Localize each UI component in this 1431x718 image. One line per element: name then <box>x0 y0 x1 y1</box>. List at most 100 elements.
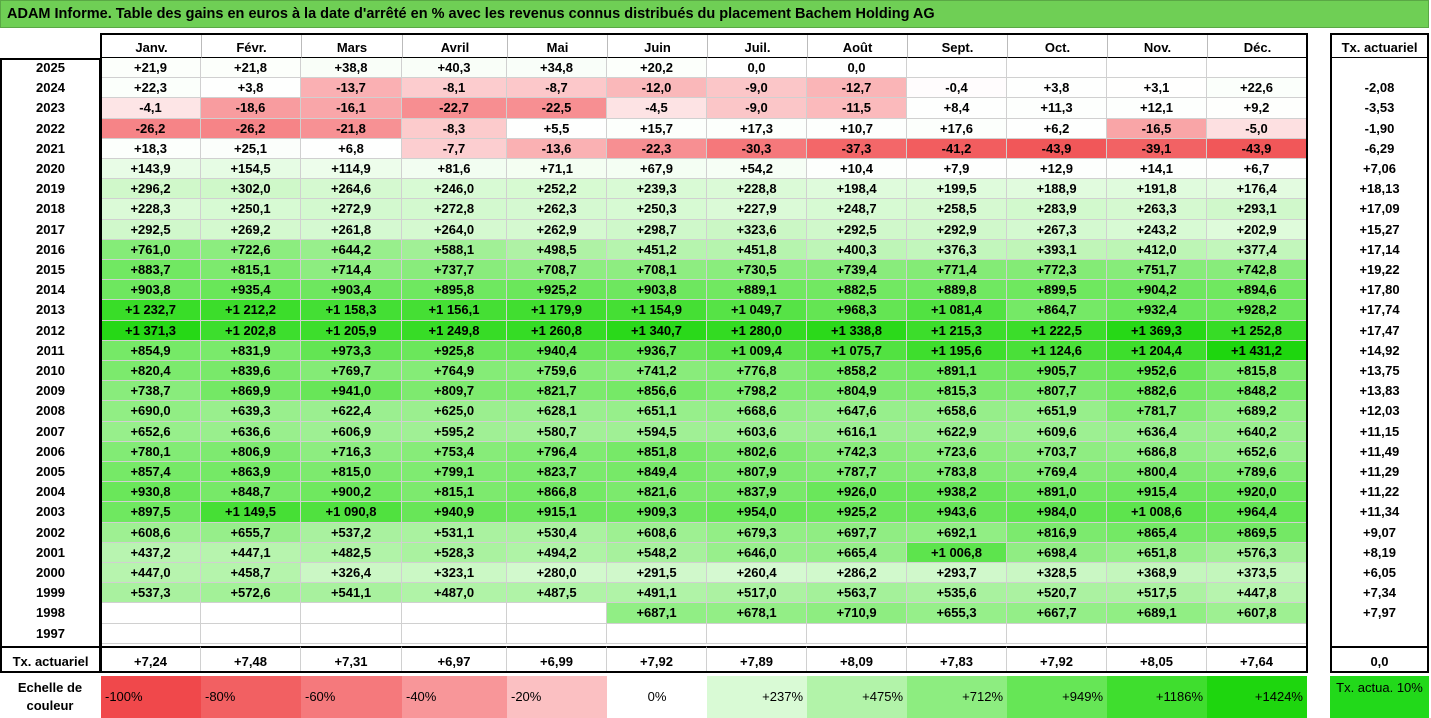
value-cell <box>507 603 607 624</box>
value-cell: +759,6 <box>507 361 607 382</box>
value-cell: +689,1 <box>1107 603 1207 624</box>
rate-cell: +17,47 <box>1330 320 1429 341</box>
year-label: 2010 <box>2 361 99 382</box>
value-cell: +6,8 <box>301 138 402 159</box>
value-cell: +1 340,7 <box>607 320 707 341</box>
value-cell <box>402 623 507 644</box>
value-cell: +376,3 <box>907 239 1007 260</box>
value-cell: +1 081,4 <box>907 300 1007 321</box>
year-label: 2003 <box>2 502 99 523</box>
value-cell: +789,6 <box>1207 462 1307 483</box>
value-cell: +882,6 <box>1107 381 1207 402</box>
value-cell: +250,3 <box>607 199 707 220</box>
column-header: Mai <box>507 33 607 58</box>
value-cell: +848,2 <box>1207 381 1307 402</box>
value-cell: +11,3 <box>1007 98 1107 119</box>
value-cell: +292,9 <box>907 219 1007 240</box>
footer-cell: +6,97 <box>402 645 507 673</box>
value-cell: +815,8 <box>1207 361 1307 382</box>
year-label: 2023 <box>2 98 99 119</box>
value-cell: +246,0 <box>402 179 507 200</box>
rate-cell: +18,13 <box>1330 179 1429 200</box>
value-cell: +7,9 <box>907 159 1007 180</box>
value-cell: +652,6 <box>101 421 201 442</box>
value-cell: -22,5 <box>507 98 607 119</box>
color-scale-step: +237% <box>707 676 807 718</box>
value-cell: +968,3 <box>807 300 907 321</box>
value-cell <box>607 623 707 644</box>
value-cell: +8,4 <box>907 98 1007 119</box>
column-header: Août <box>807 33 907 58</box>
value-cell: +925,8 <box>402 340 507 361</box>
rate-cell: +11,15 <box>1330 421 1429 442</box>
value-cell: +576,3 <box>1207 542 1307 563</box>
value-cell: +1 202,8 <box>201 320 301 341</box>
year-label: 2002 <box>2 522 99 543</box>
value-cell: +900,2 <box>301 482 402 503</box>
value-cell: +783,8 <box>907 462 1007 483</box>
value-cell <box>707 623 807 644</box>
value-cell: +806,9 <box>201 441 301 462</box>
value-cell: +1 009,4 <box>707 340 807 361</box>
value-cell: +202,9 <box>1207 219 1307 240</box>
value-cell: +703,7 <box>1007 441 1107 462</box>
value-cell: +292,5 <box>807 219 907 240</box>
color-scale-step: -60% <box>301 676 402 718</box>
year-label: 2012 <box>2 320 99 341</box>
value-cell: +787,7 <box>807 462 907 483</box>
value-cell: -9,0 <box>707 98 807 119</box>
column-header: Mars <box>301 33 402 58</box>
value-cell: +609,6 <box>1007 421 1107 442</box>
column-header: Janv. <box>101 33 201 58</box>
value-cell: +5,5 <box>507 118 607 139</box>
value-cell: +594,5 <box>607 421 707 442</box>
value-cell: +809,7 <box>402 381 507 402</box>
value-cell: +17,6 <box>907 118 1007 139</box>
value-cell: +1 222,5 <box>1007 320 1107 341</box>
color-scale-step: +1186% <box>1107 676 1207 718</box>
rate-cell <box>1330 58 1429 79</box>
value-cell: -4,1 <box>101 98 201 119</box>
value-cell: +651,1 <box>607 401 707 422</box>
value-cell: +723,6 <box>907 441 1007 462</box>
value-cell: -26,2 <box>201 118 301 139</box>
year-label: 2000 <box>2 563 99 584</box>
year-label: 2013 <box>2 300 99 321</box>
value-cell: +854,9 <box>101 340 201 361</box>
value-cell: +199,5 <box>907 179 1007 200</box>
value-cell: +628,1 <box>507 401 607 422</box>
value-cell <box>1207 58 1307 79</box>
value-cell: +17,3 <box>707 118 807 139</box>
value-cell: +932,4 <box>1107 300 1207 321</box>
value-cell: +272,8 <box>402 199 507 220</box>
value-cell: +71,1 <box>507 159 607 180</box>
value-cell: +710,9 <box>807 603 907 624</box>
value-cell: +198,4 <box>807 179 907 200</box>
footer-cell: +6,99 <box>507 645 607 673</box>
value-cell: +716,3 <box>301 441 402 462</box>
value-cell: +820,4 <box>101 361 201 382</box>
value-cell: +698,4 <box>1007 542 1107 563</box>
rate-cell: -2,08 <box>1330 78 1429 99</box>
value-cell: -16,5 <box>1107 118 1207 139</box>
value-cell: +15,7 <box>607 118 707 139</box>
value-cell: +10,4 <box>807 159 907 180</box>
color-scale-step: 0% <box>607 676 707 718</box>
rate-cell: +19,22 <box>1330 260 1429 281</box>
value-cell: +714,4 <box>301 260 402 281</box>
value-cell: +776,8 <box>707 361 807 382</box>
value-cell: +895,8 <box>402 280 507 301</box>
value-cell: +1 156,1 <box>402 300 507 321</box>
value-cell: +689,2 <box>1207 401 1307 422</box>
year-label: 2005 <box>2 462 99 483</box>
value-cell: -4,5 <box>607 98 707 119</box>
value-cell: +798,2 <box>707 381 807 402</box>
value-cell: +737,7 <box>402 260 507 281</box>
value-cell <box>907 623 1007 644</box>
value-cell: +622,4 <box>301 401 402 422</box>
value-cell: +1 195,6 <box>907 340 1007 361</box>
value-cell: +903,8 <box>607 280 707 301</box>
value-cell: +328,5 <box>1007 563 1107 584</box>
rate-cell: +7,34 <box>1330 583 1429 604</box>
value-cell: +293,7 <box>907 563 1007 584</box>
